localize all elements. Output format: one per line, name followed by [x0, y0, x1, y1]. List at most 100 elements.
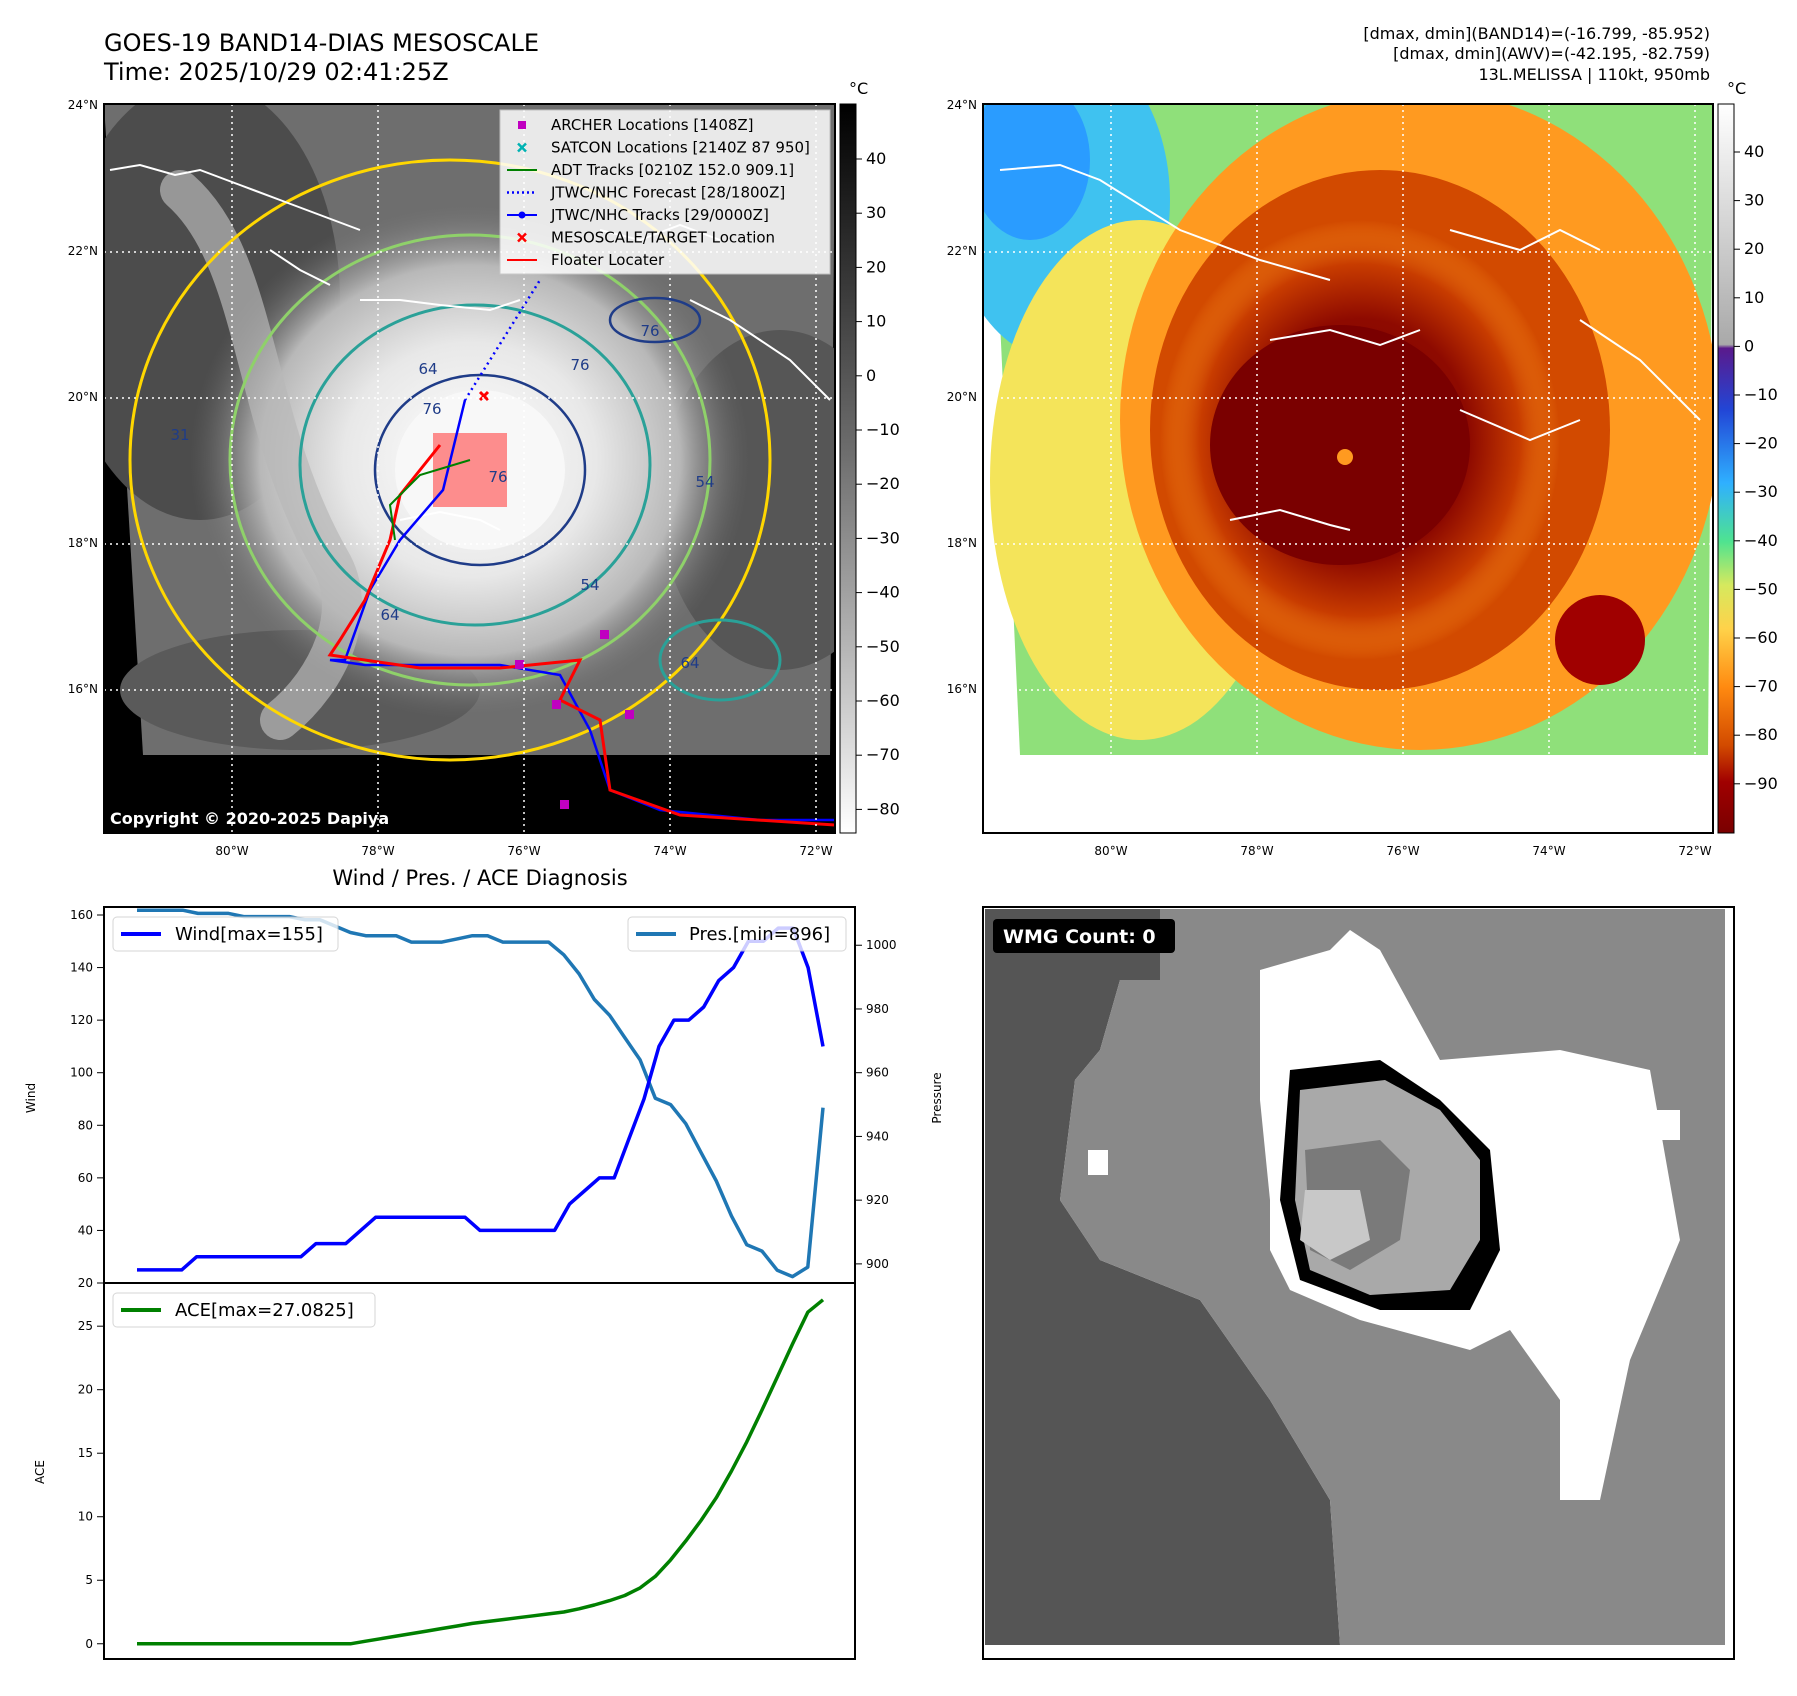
awv-cbar-tick-label: −90 — [1744, 774, 1778, 793]
copyright: Copyright © 2020-2025 Dapiya — [110, 809, 389, 828]
awv-cbar-tick-label: 10 — [1744, 288, 1764, 307]
awv-coastlines — [999, 163, 1701, 531]
ir-lon-label: 80°W — [215, 844, 248, 858]
awv-lon-label: 74°W — [1532, 844, 1565, 858]
figure-time: Time: 2025/10/29 02:41:25Z — [103, 58, 449, 86]
pressure-y-tick-label: 960 — [866, 1066, 889, 1080]
ace-chart: 0 5 10 15 20 25 ACE ACE[max=27.0825] — [33, 1282, 856, 1660]
contour-label: 76 — [488, 468, 507, 486]
ir-lat-label: 22°N — [68, 244, 98, 258]
ace-axis-label: ACE — [33, 1460, 47, 1484]
contour-label: 54 — [580, 576, 599, 594]
ir-cbar-tick-label: −10 — [866, 420, 900, 439]
wind-axis-label: Wind — [24, 1083, 38, 1113]
awv-lon-label: 76°W — [1386, 844, 1419, 858]
diagnosis-title: Wind / Pres. / ACE Diagnosis — [332, 866, 627, 890]
wind-y-tick-label: 80 — [78, 1118, 93, 1132]
legend-marker — [518, 121, 526, 129]
ir-lon-label: 78°W — [361, 844, 394, 858]
ir-cbar-tick-label: 40 — [866, 149, 886, 168]
ir-cbar-tick-label: −60 — [866, 691, 900, 710]
pressure-y-tick-label: 900 — [866, 1257, 889, 1271]
ir-cbar-tick-label: −40 — [866, 583, 900, 602]
awv-lat-label: 16°N — [947, 682, 977, 696]
pressure-legend: Pres.[min=896] — [627, 916, 847, 952]
contour-54 — [228, 233, 712, 687]
contour-label: 76 — [570, 356, 589, 374]
contour-label: 54 — [695, 473, 714, 491]
wmg-badge — [993, 919, 1175, 953]
legend-label: ADT Tracks [0210Z 152.0 909.1] — [551, 161, 794, 179]
contour-64 — [298, 303, 652, 627]
storm-info: 13L.MELISSA | 110kt, 950mb — [1478, 65, 1710, 84]
legend-label: JTWC/NHC Tracks [29/0000Z] — [550, 206, 769, 224]
ace-y-tick-label: 15 — [78, 1446, 93, 1460]
stats-awv: [dmax, dmin](AWV)=(-42.195, -82.759) — [1393, 44, 1710, 63]
legend-label: ARCHER Locations [1408Z] — [551, 116, 754, 134]
awv-cbar-tick-label: −40 — [1744, 531, 1778, 550]
awv-cbar-tick-label: −10 — [1744, 385, 1778, 404]
contour-label: 64 — [380, 606, 399, 624]
legend-label: JTWC/NHC Forecast [28/1800Z] — [550, 184, 785, 202]
awv-cbar-tick-label: −80 — [1744, 725, 1778, 744]
ir-lat-label: 24°N — [68, 98, 98, 112]
awv-lat-label: 18°N — [947, 536, 977, 550]
contour-31 — [128, 158, 772, 762]
floater-track — [327, 444, 835, 827]
wmg-panel: WMG Count: 0 — [982, 906, 1735, 1660]
pressure-y-tick-label: 920 — [866, 1193, 889, 1207]
awv-lon-label: 78°W — [1240, 844, 1273, 858]
contour-76 — [373, 373, 587, 567]
legend-label: SATCON Locations [2140Z 87 950] — [551, 139, 810, 157]
wind-y-tick-label: 140 — [70, 961, 93, 975]
wind-series-line — [137, 926, 825, 1272]
awv-cbar-tick-label: 20 — [1744, 239, 1764, 258]
awv-cbar-tick-label: −70 — [1744, 677, 1778, 696]
pressure-axis-label: Pressure — [930, 1072, 944, 1123]
ir-lat-label: 20°N — [68, 390, 98, 404]
wind-legend: Wind[max=155] — [112, 916, 339, 952]
ir-lat-label: 16°N — [68, 682, 98, 696]
contour-label: 64 — [680, 654, 699, 672]
ir-colorbar: °C 40 30 20 10 0 −10 −20 −30 −40 −50 −60 −70 −80 — [839, 79, 900, 834]
pressure-y-tick-label: 980 — [866, 1002, 889, 1016]
ir-cbar-tick-label: 20 — [866, 257, 886, 276]
contour-label: 76 — [422, 400, 441, 418]
awv-lon-label: 80°W — [1094, 844, 1127, 858]
pressure-y-tick-label: 1000 — [866, 938, 897, 952]
awv-cbar-tick-label: −60 — [1744, 628, 1778, 647]
legend-marker — [517, 232, 527, 243]
mesoscale-target-marker — [478, 390, 490, 402]
stats-band14: [dmax, dmin](BAND14)=(-16.799, -85.952) — [1363, 24, 1710, 43]
ir-lon-label: 76°W — [507, 844, 540, 858]
awv-cbar-tick-label: 0 — [1744, 336, 1754, 355]
legend-marker — [517, 142, 527, 153]
contour-label: 31 — [170, 426, 189, 444]
legend-label: MESOSCALE/TARGET Location — [551, 229, 775, 247]
ir-cbar-tick-label: −70 — [866, 745, 900, 764]
awv-cbar-tick-label: 30 — [1744, 191, 1764, 210]
awv-cbar-tick-label: 40 — [1744, 142, 1764, 161]
floater-box — [433, 433, 507, 507]
wind-y-tick-label: 120 — [70, 1013, 93, 1027]
ace-series-line — [137, 1298, 825, 1646]
awv-lat-label: 20°N — [947, 390, 977, 404]
wind-y-tick-label: 20 — [78, 1276, 93, 1290]
ace-y-tick-label: 0 — [85, 1637, 93, 1651]
ace-y-tick-label: 10 — [78, 1510, 93, 1524]
ir-cbar-tick-label: 30 — [866, 203, 886, 222]
awv-lon-label: 72°W — [1678, 844, 1711, 858]
wind-y-tick-label: 60 — [78, 1171, 93, 1185]
awv-cbar-unit: °C — [1727, 79, 1746, 98]
contour-label: 64 — [418, 360, 437, 378]
awv-lat-label: 22°N — [947, 244, 977, 258]
contour-label: 76 — [640, 322, 659, 340]
wind-y-tick-label: 100 — [70, 1066, 93, 1080]
awv-colorbar: °C 40 30 20 10 0 −10 −20 −30 −40 −50 −60 −70 −80 −90 — [1717, 79, 1778, 834]
wind-y-tick-label: 160 — [70, 908, 93, 922]
ace-legend-label: ACE[max=27.0825] — [175, 1300, 354, 1321]
ir-cbar-unit: °C — [849, 79, 868, 98]
ir-lon-label: 72°W — [799, 844, 832, 858]
awv-cbar-tick-label: −20 — [1744, 434, 1778, 453]
wind-pressure-chart: 20 40 60 80 100 120 140 160 900 920 940 960 980 1000… — [24, 906, 944, 1290]
